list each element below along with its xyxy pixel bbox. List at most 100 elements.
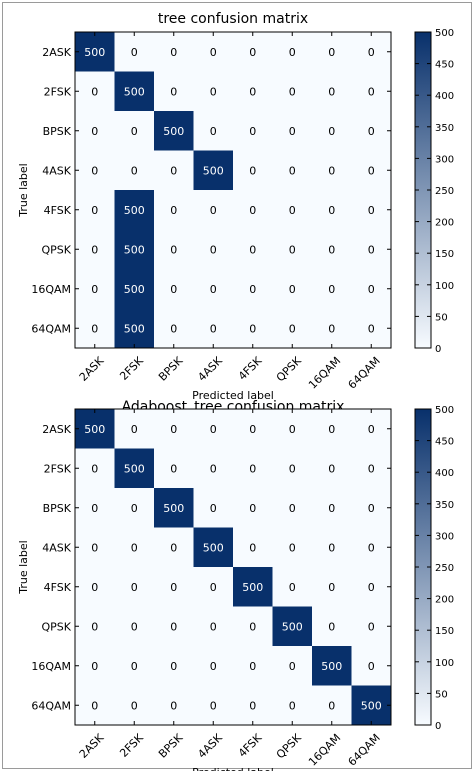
matrix2-cell-value: 500 — [361, 699, 382, 712]
matrix2-cell — [193, 488, 234, 528]
matrix1-y-tick-label: 64QAM — [31, 322, 71, 335]
matrix2-cell-value: 0 — [328, 620, 335, 633]
matrix1-cell-value: 0 — [249, 283, 256, 296]
matrix1-cell — [312, 229, 352, 270]
matrix1-cell-value: 0 — [170, 164, 177, 177]
matrix1-cell-value: 0 — [368, 283, 375, 296]
matrix2-cell-value: 0 — [210, 423, 217, 436]
matrix1-cell-value: 0 — [328, 125, 335, 138]
matrix2-cell — [233, 527, 273, 568]
matrix1-cell — [193, 229, 234, 270]
matrix2-colorbar-tick-label: 500 — [435, 405, 454, 416]
matrix1-cell-value: 0 — [289, 164, 296, 177]
matrix1-cell-value: 0 — [170, 283, 177, 296]
matrix2-cell — [154, 448, 194, 489]
matrix2-cell-value: 500 — [203, 541, 224, 554]
matrix1-x-tick-label: QPSK — [274, 354, 305, 385]
matrix2-cell-value: 0 — [131, 541, 138, 554]
matrix2-x-axis-label: Predicted label — [192, 766, 274, 771]
matrix2-cell — [233, 646, 273, 686]
matrix2-cell — [272, 685, 313, 726]
matrix1-cell — [114, 111, 155, 151]
matrix1-cell — [312, 32, 352, 72]
matrix2-cell — [233, 409, 273, 449]
matrix1-cell-value: 0 — [91, 204, 98, 217]
matrix1-cell — [154, 269, 194, 309]
matrix1-cell-value: 0 — [91, 85, 98, 98]
matrix2-cell — [75, 567, 115, 607]
matrix1-cell-value: 0 — [289, 283, 296, 296]
matrix1-y-tick-label: 2ASK — [42, 46, 72, 59]
matrix1-cell — [154, 190, 194, 230]
matrix1-cell-value: 0 — [210, 322, 217, 335]
matrix1-cell — [75, 269, 115, 309]
matrix1-cell — [272, 190, 313, 230]
matrix1-x-axis-label: Predicted label — [192, 389, 274, 402]
matrix1-colorbar-tick-label: 300 — [435, 154, 454, 165]
matrix2-cell — [312, 488, 352, 528]
matrix2-cell-value: 500 — [282, 620, 303, 633]
matrix1-cell — [233, 229, 273, 270]
matrix2-cell-value: 500 — [321, 660, 342, 673]
matrix2-cell-value: 0 — [289, 462, 296, 475]
matrix2-cell — [114, 409, 155, 449]
matrix2-cell — [114, 646, 155, 686]
matrix2-cell-value: 0 — [368, 462, 375, 475]
matrix2-cell-value: 0 — [210, 581, 217, 594]
matrix1-cell — [272, 308, 313, 349]
matrix1-cell — [75, 32, 115, 72]
matrix1-cell — [272, 71, 313, 112]
matrix2-colorbar-tick-label: 400 — [435, 468, 454, 479]
matrix1-cell — [75, 111, 115, 151]
matrix2-cell-value: 0 — [91, 462, 98, 475]
matrix2-cell-value: 0 — [170, 620, 177, 633]
matrix2-cell — [312, 685, 352, 726]
matrix2-cell-value: 0 — [210, 502, 217, 515]
matrix1-cell — [233, 308, 273, 349]
matrix1-cell-value: 0 — [328, 322, 335, 335]
matrix2-y-tick-label: 2ASK — [42, 423, 72, 436]
matrix1-cell-value: 0 — [289, 243, 296, 256]
matrix2-cell-value: 0 — [210, 462, 217, 475]
matrix2-y-tick-label: 16QAM — [31, 660, 71, 673]
matrix2-colorbar-tick-label: 450 — [435, 437, 454, 448]
matrix1-cell — [193, 269, 234, 309]
matrix1-cell — [114, 229, 155, 270]
matrix2-cell-value: 0 — [368, 620, 375, 633]
matrix2-axes-frame — [74, 408, 392, 726]
matrix2-cell — [75, 606, 115, 647]
matrix1-cell — [154, 32, 194, 72]
matrix2-cell — [272, 646, 313, 686]
matrix2-cell — [312, 606, 352, 647]
matrix1-cell-value: 0 — [249, 243, 256, 256]
matrix1-cell — [193, 308, 234, 349]
matrix2-cell — [351, 488, 392, 528]
matrix2-cell — [193, 409, 234, 449]
matrix2-cell-value: 0 — [91, 581, 98, 594]
matrix2-cell-value: 0 — [289, 699, 296, 712]
matrix2-cell-value: 500 — [84, 423, 105, 436]
matrix2-x-tick-label: 2FSK — [117, 731, 146, 760]
matrix1-cell — [233, 190, 273, 230]
matrix1-cell — [114, 190, 155, 230]
matrix2-cell — [154, 646, 194, 686]
matrix1-cell-value: 0 — [249, 46, 256, 59]
matrix1-cell — [272, 269, 313, 309]
matrix1-cell — [351, 32, 392, 72]
matrix2-colorbar-tick-label: 200 — [435, 595, 454, 606]
matrix2-cell-value: 0 — [91, 660, 98, 673]
matrix1-cell — [312, 111, 352, 151]
matrix2-cell — [272, 488, 313, 528]
matrix1-y-tick-label: BPSK — [43, 125, 72, 138]
matrix1-cell-value: 0 — [368, 46, 375, 59]
matrix1-cell — [351, 71, 392, 112]
matrix1-cell-value: 500 — [124, 204, 145, 217]
matrix1-cell-value: 0 — [249, 85, 256, 98]
matrix1-cell — [154, 111, 194, 151]
matrix1-cell-value: 0 — [249, 164, 256, 177]
matrix2-x-tick-label: 64QAM — [346, 731, 383, 768]
matrix2-cell-value: 0 — [289, 423, 296, 436]
matrix1-cell — [272, 229, 313, 270]
matrix1-colorbar-tick-label: 0 — [435, 344, 441, 355]
matrix2-cell — [351, 646, 392, 686]
